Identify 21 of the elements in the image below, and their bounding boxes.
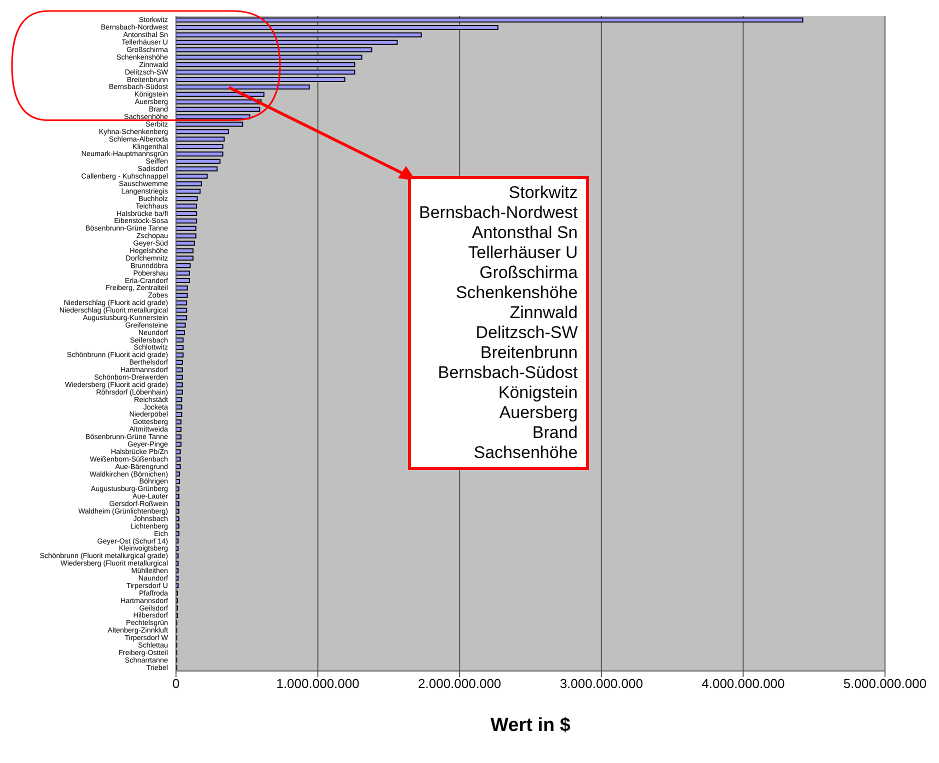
x-axis-title: Wert in $ bbox=[490, 715, 571, 736]
annotation: Tellerhäuser U bbox=[467, 243, 578, 263]
annotation: Delitzsch-SW bbox=[474, 323, 578, 343]
x-tick-label: 1.000.000.000 bbox=[276, 676, 360, 692]
x-tick-label: 4.000.000.000 bbox=[702, 676, 785, 692]
annotation: Bernsbach-Nordwest bbox=[419, 203, 578, 223]
annotation: Storkwitz bbox=[508, 183, 578, 203]
annotation: Schenkenshöhe bbox=[454, 283, 578, 303]
annotation: Auersberg bbox=[498, 403, 578, 423]
annotation: Zinnwald bbox=[508, 303, 578, 323]
annotation: Bernsbach-Südost bbox=[436, 363, 578, 383]
x-tick-label: 2.000.000.000 bbox=[418, 676, 502, 692]
x-tick-label: 5.000.000.000 bbox=[843, 676, 927, 692]
annotation: Brand bbox=[531, 423, 578, 443]
annotation: Antonsthal Sn bbox=[470, 223, 578, 243]
annotation: Großschirma bbox=[478, 263, 578, 283]
x-tick-label: 0 bbox=[172, 676, 180, 692]
annotation: Königstein bbox=[497, 383, 578, 403]
x-tick-label: 3.000.000.000 bbox=[560, 676, 643, 692]
annotation: Breitenbrunn bbox=[479, 343, 578, 363]
annotation: Sachsenhöhe bbox=[472, 443, 578, 463]
